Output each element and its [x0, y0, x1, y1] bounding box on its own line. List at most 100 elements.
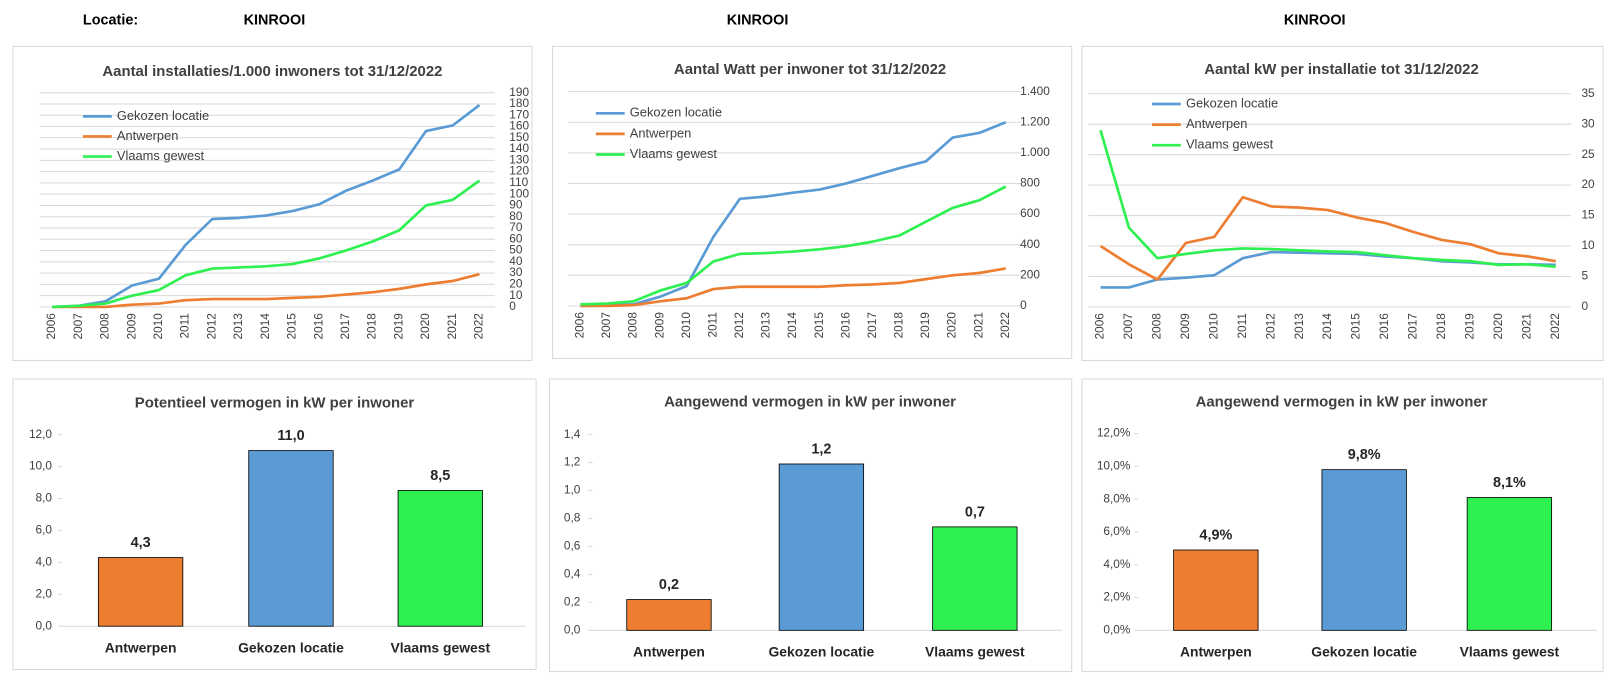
x-tick-label: 2014: [258, 313, 272, 340]
legend-label: Gekozen locatie: [1186, 95, 1278, 110]
x-tick-label: 2011: [1235, 313, 1249, 338]
chart-panel: [1081, 45, 1604, 361]
x-tick-label: Vlaams gewest: [1460, 644, 1560, 660]
y-tick-label: 0: [509, 299, 516, 313]
legend-label: Antwerpen: [630, 125, 691, 140]
x-tick-label: 2014: [1320, 313, 1334, 340]
bar: [778, 463, 865, 631]
x-tick-label: 2012: [732, 312, 746, 338]
x-tick-label: 2014: [785, 312, 799, 339]
y-tick-label: 35: [1581, 86, 1595, 100]
y-tick-label: 1,4: [564, 427, 581, 441]
x-tick-label: 2010: [1206, 313, 1220, 340]
y-tick-label: 0,4: [564, 567, 581, 581]
series-line: [51, 179, 481, 309]
y-tick-label: 130: [509, 152, 529, 166]
legend-label: Antwerpen: [1186, 116, 1247, 131]
y-tick-label: 4,0: [36, 554, 53, 568]
bar: [626, 599, 712, 631]
y-tick-label: 170: [509, 107, 529, 121]
value-label: 8,5: [430, 468, 450, 484]
x-tick-label: 2015: [285, 313, 299, 340]
x-tick-label: 2009: [1178, 313, 1192, 340]
y-tick-label: 4,0%: [1103, 557, 1130, 571]
x-tick-label: 2016: [311, 313, 325, 340]
y-tick-label: 160: [509, 119, 529, 133]
y-tick-label: 10: [1581, 238, 1595, 252]
value-label: 4,9%: [1199, 527, 1232, 543]
y-tick-label: 6,0%: [1103, 524, 1130, 538]
series-line: [51, 104, 481, 309]
value-label: 9,8%: [1348, 447, 1381, 463]
value-label: 11,0: [277, 428, 304, 444]
x-tick-label: 2006: [44, 313, 58, 340]
value-label: 0,2: [659, 577, 679, 593]
y-tick-label: 10: [509, 288, 523, 302]
x-tick-label: 2020: [945, 312, 959, 339]
y-tick-label: 400: [1020, 237, 1040, 251]
x-tick-label: 2013: [231, 313, 245, 340]
bar: [397, 490, 483, 627]
bar: [97, 557, 184, 627]
x-tick-label: 2007: [71, 313, 85, 339]
legend-label: Gekozen locatie: [117, 108, 209, 123]
x-tick-label: 2019: [918, 312, 932, 339]
y-tick-label: 30: [509, 265, 523, 279]
x-tick-label: 2020: [418, 313, 432, 340]
x-tick-label: 2010: [151, 313, 165, 340]
x-tick-label: 2018: [892, 312, 906, 339]
y-tick-label: 5: [1581, 269, 1588, 283]
x-tick-label: 2021: [971, 312, 985, 338]
x-tick-label: 2019: [1463, 313, 1477, 340]
series-line: [52, 272, 480, 309]
y-tick-label: 60: [509, 231, 523, 245]
x-tick-label: 2019: [391, 313, 405, 340]
x-tick-label: 2006: [573, 312, 587, 339]
y-tick-label: 8,0%: [1103, 491, 1130, 505]
x-tick-label: 2006: [1093, 313, 1107, 340]
legend-label: Gekozen locatie: [630, 105, 722, 120]
y-tick-label: 50: [509, 243, 523, 257]
series-line: [580, 185, 1007, 306]
x-tick-label: 2021: [445, 313, 459, 339]
bar: [1321, 469, 1407, 631]
x-tick-label: 2011: [705, 312, 719, 337]
y-tick-label: 2,0%: [1103, 590, 1130, 604]
x-tick-label: 2008: [98, 313, 112, 340]
x-tick-label: 2022: [472, 313, 486, 339]
y-tick-label: 20: [509, 276, 523, 290]
y-tick-label: 0,0: [564, 622, 581, 636]
y-tick-label: 1,0: [564, 483, 581, 497]
x-tick-label: 2017: [1406, 313, 1420, 339]
series-line: [580, 267, 1006, 308]
y-tick-label: 180: [509, 96, 529, 110]
x-tick-label: 2018: [1434, 313, 1448, 340]
y-tick-label: 0,2: [564, 594, 580, 608]
location-label: Locatie:: [83, 12, 138, 28]
x-tick-label: Gekozen locatie: [1311, 644, 1417, 660]
bar: [932, 526, 1018, 631]
y-tick-label: 1.000: [1020, 145, 1050, 159]
location-name: KINROOI: [244, 12, 306, 28]
y-tick-label: 70: [509, 220, 523, 234]
y-tick-label: 30: [1581, 116, 1595, 130]
y-tick-label: 12,0%: [1097, 426, 1131, 440]
x-tick-label: 2022: [1548, 313, 1562, 339]
x-tick-label: Gekozen locatie: [769, 644, 875, 660]
y-tick-label: 0,8: [564, 511, 581, 525]
x-tick-label: 2022: [998, 312, 1012, 338]
x-tick-label: 2008: [1150, 313, 1164, 340]
y-tick-label: 2,0: [36, 586, 53, 600]
location-name: KINROOI: [727, 12, 789, 28]
chart-title: Aantal kW per installatie tot 31/12/2022: [1204, 61, 1479, 78]
value-label: 8,1%: [1493, 475, 1526, 491]
legend-label: Antwerpen: [117, 128, 178, 143]
y-tick-label: 0,0%: [1103, 622, 1130, 636]
x-tick-label: Antwerpen: [105, 640, 177, 656]
y-tick-label: 40: [509, 254, 523, 268]
bar: [1173, 549, 1259, 631]
x-tick-label: Vlaams gewest: [925, 644, 1025, 660]
y-tick-label: 0: [1020, 298, 1027, 312]
y-tick-label: 80: [509, 209, 523, 223]
y-tick-label: 600: [1020, 206, 1040, 220]
